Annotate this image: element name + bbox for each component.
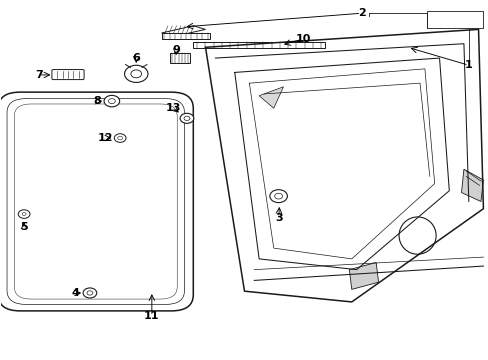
Polygon shape	[259, 87, 283, 108]
Text: 12: 12	[98, 133, 113, 143]
Text: 8: 8	[93, 96, 101, 106]
Circle shape	[274, 193, 282, 199]
Text: 2: 2	[357, 8, 365, 18]
Text: 1: 1	[464, 60, 472, 70]
Bar	[170, 53, 189, 63]
Polygon shape	[348, 262, 378, 289]
Text: 7: 7	[35, 70, 42, 80]
Circle shape	[83, 288, 97, 298]
Polygon shape	[161, 26, 205, 37]
Text: 6: 6	[132, 53, 140, 63]
Circle shape	[108, 99, 115, 104]
Text: 4: 4	[71, 288, 79, 298]
Circle shape	[104, 95, 120, 107]
Circle shape	[18, 210, 30, 219]
Circle shape	[114, 134, 126, 142]
Text: 10: 10	[295, 34, 310, 44]
Bar	[161, 33, 210, 39]
Circle shape	[183, 116, 189, 121]
Text: 11: 11	[144, 311, 159, 321]
Text: 5: 5	[20, 222, 28, 232]
Circle shape	[87, 291, 93, 295]
Circle shape	[124, 65, 148, 82]
Circle shape	[269, 190, 287, 203]
Circle shape	[118, 136, 122, 140]
Circle shape	[131, 70, 142, 78]
FancyBboxPatch shape	[7, 99, 184, 305]
Circle shape	[180, 113, 193, 123]
Ellipse shape	[398, 217, 435, 254]
Circle shape	[22, 213, 26, 216]
Text: 13: 13	[166, 103, 181, 113]
Bar	[193, 42, 325, 48]
FancyBboxPatch shape	[14, 104, 177, 299]
FancyBboxPatch shape	[52, 69, 84, 80]
FancyBboxPatch shape	[0, 92, 193, 311]
Text: 3: 3	[274, 213, 282, 222]
Text: 9: 9	[172, 45, 180, 55]
Polygon shape	[461, 169, 483, 202]
